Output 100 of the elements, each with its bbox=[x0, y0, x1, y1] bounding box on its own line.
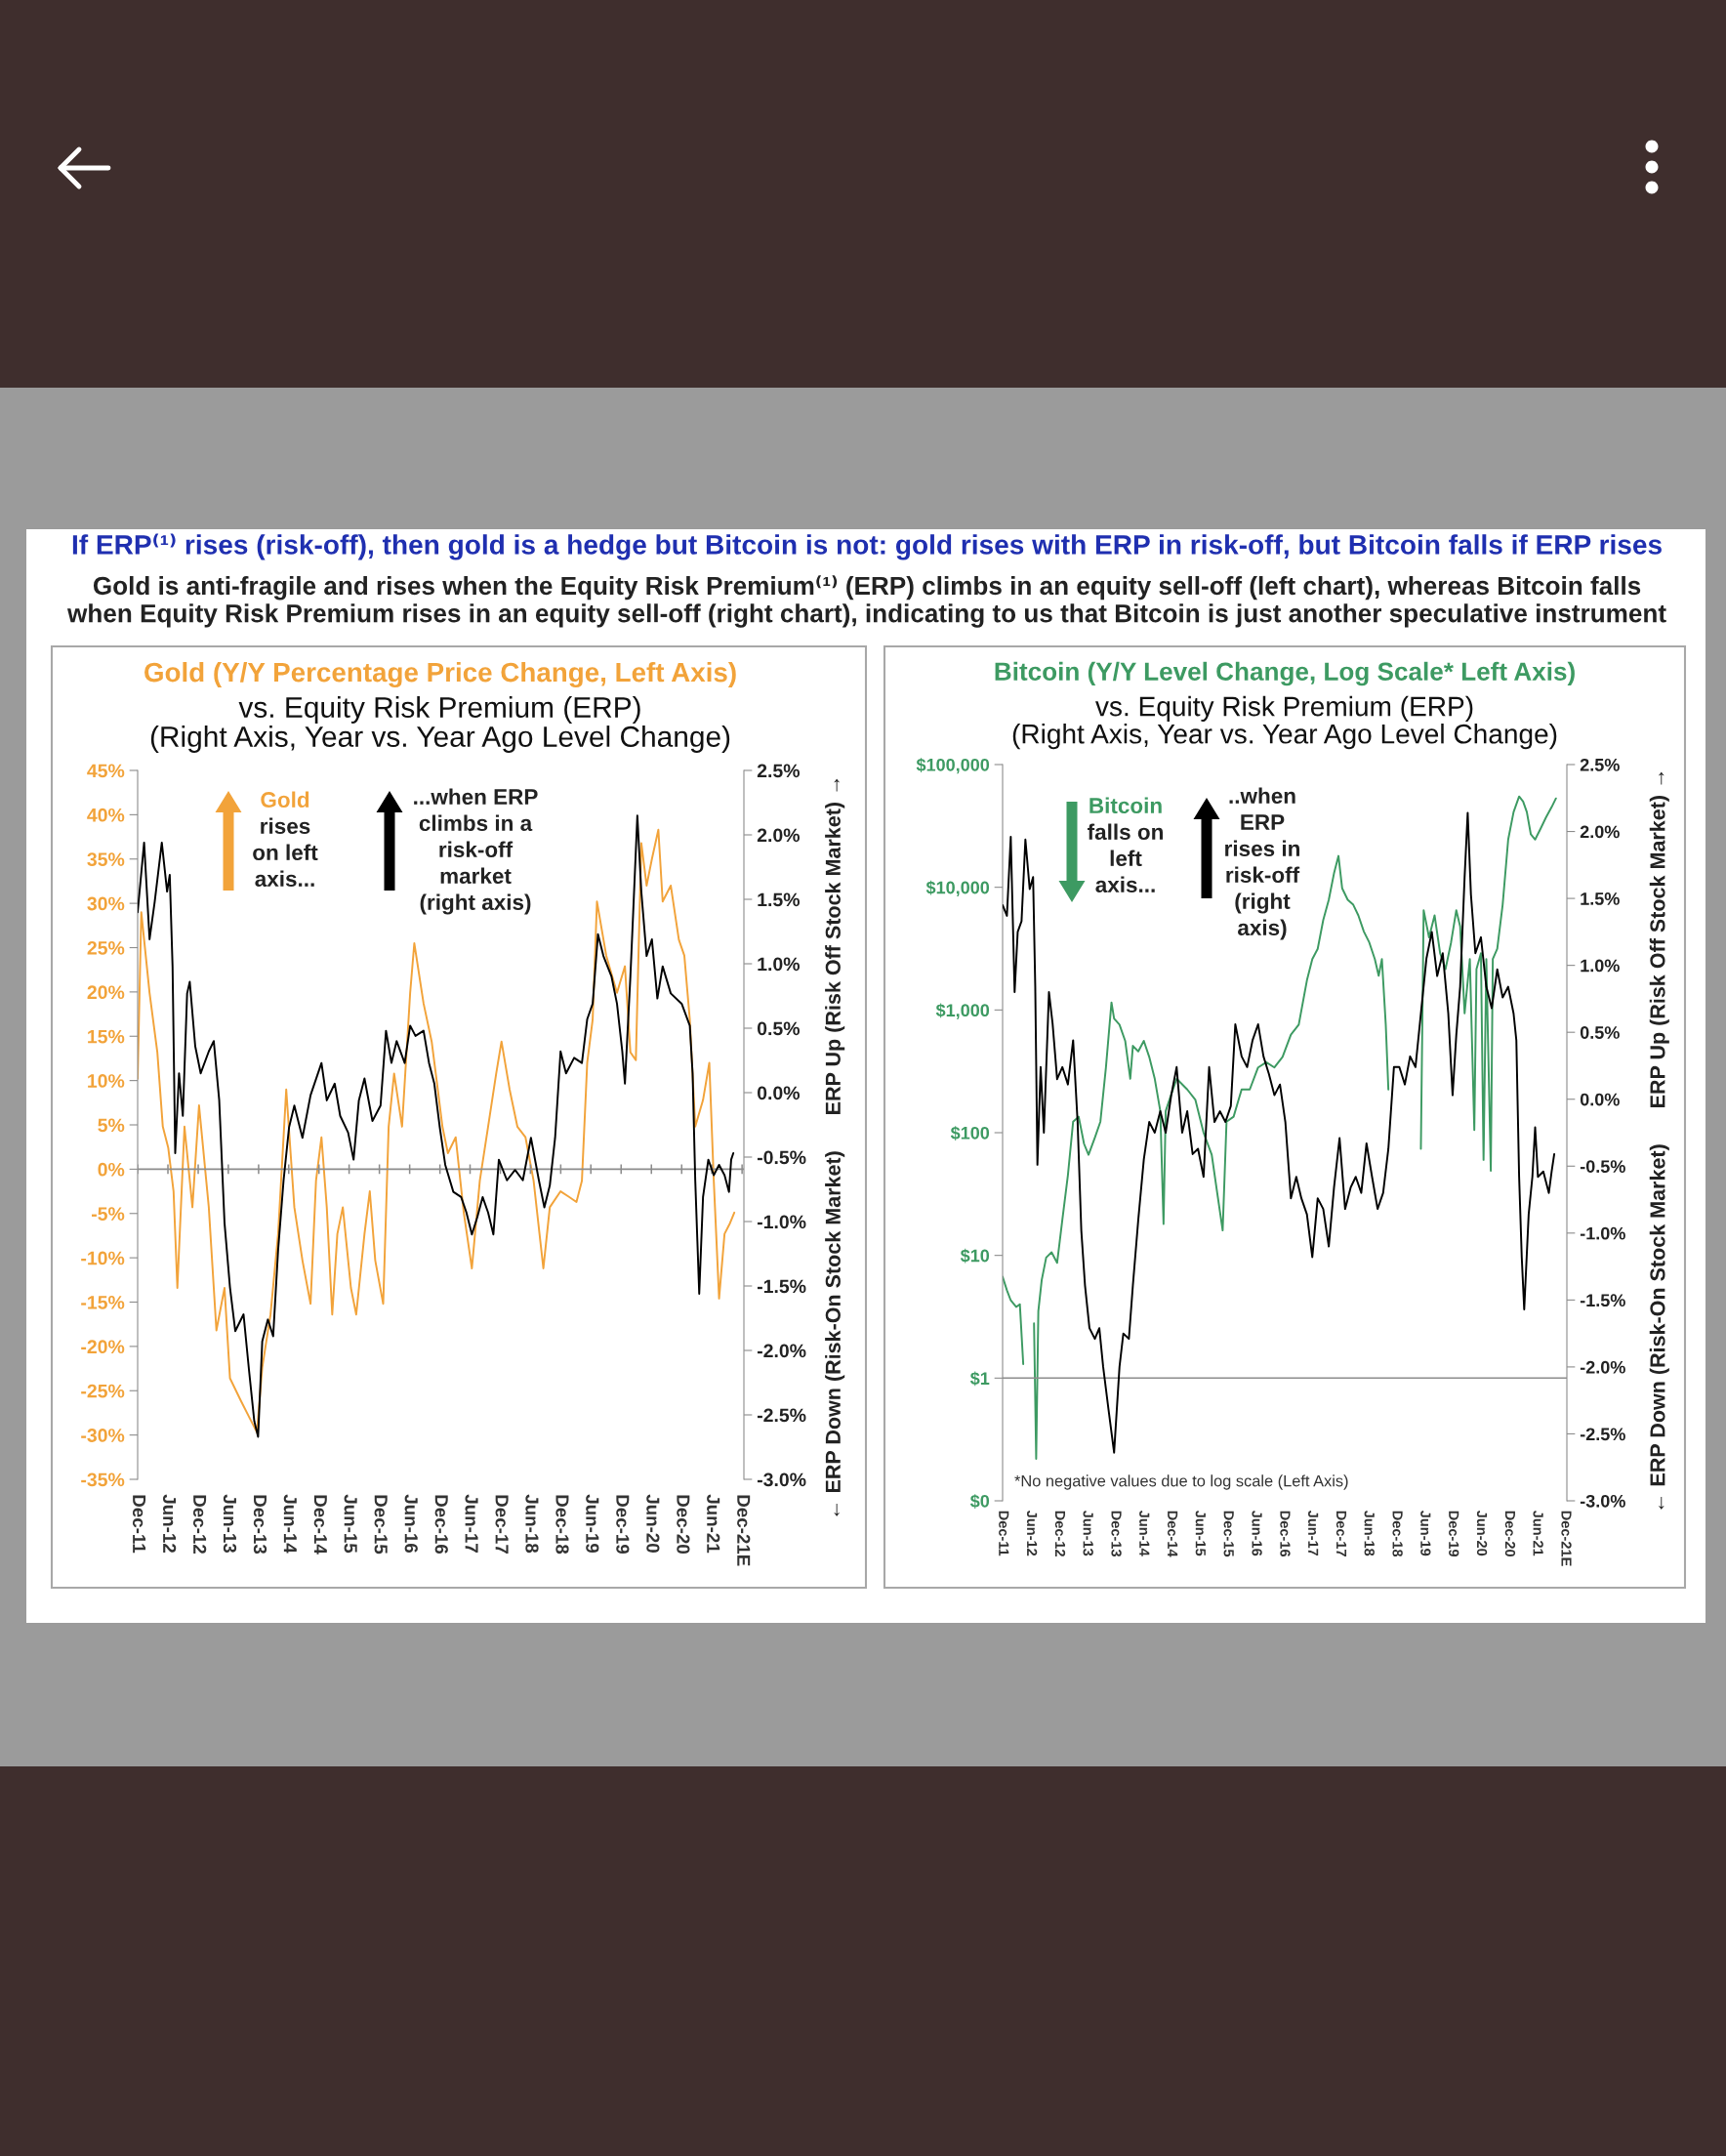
x-tick-label: Jun-17 bbox=[465, 1494, 478, 1553]
annotation: ..when ERP rises in risk-off (right axis) bbox=[1225, 787, 1300, 940]
y2-tick-label: -2.0% bbox=[1580, 1360, 1625, 1374]
y2-tick-label: 2.5% bbox=[757, 764, 800, 778]
y-tick-label: $10 bbox=[960, 1248, 990, 1264]
x-tick-label: Dec-16 bbox=[434, 1495, 448, 1555]
x-tick-label: Dec-17 bbox=[1336, 1511, 1347, 1556]
x-tick-label: Jun-16 bbox=[1252, 1510, 1262, 1556]
y-tick-label: -5% bbox=[91, 1207, 125, 1221]
x-tick-label: Dec-21E bbox=[1561, 1511, 1572, 1566]
x-tick-label: Jun-20 bbox=[646, 1494, 660, 1553]
x-tick-label: Dec-11 bbox=[999, 1511, 1009, 1556]
y2-tick-label: -3.0% bbox=[757, 1472, 806, 1487]
x-tick-label: Jun-16 bbox=[404, 1494, 418, 1554]
y2-tick-label: 0.0% bbox=[1580, 1093, 1620, 1106]
y2-tick-label: -0.5% bbox=[757, 1150, 806, 1165]
y2-axis-title: ← ERP Down (Risk-On Stock Market) ERP Up (Risk Off Stock Market) → bbox=[1649, 771, 1669, 1510]
x-tick-label: Dec-19 bbox=[1449, 1511, 1459, 1557]
x-tick-label: Jun-13 bbox=[223, 1494, 237, 1554]
x-tick-label: Jun-21 bbox=[1533, 1510, 1543, 1556]
y-tick-label: 5% bbox=[98, 1118, 125, 1133]
y2-tick-label: 1.5% bbox=[1581, 892, 1620, 905]
chart-title: Bitcoin (Y/Y Level Change, Log Scale* Left Axis) bbox=[995, 661, 1575, 686]
y-tick-label: $10,000 bbox=[925, 880, 990, 896]
y2-tick-label: -3.0% bbox=[1580, 1494, 1625, 1508]
y2-tick-label: 0.5% bbox=[1580, 1026, 1620, 1039]
x-tick-label: Dec-20 bbox=[1504, 1511, 1516, 1556]
annotation: Gold rises on left axis... bbox=[253, 791, 318, 888]
y2-tick-label: 0.5% bbox=[757, 1021, 800, 1036]
x-tick-label: Jun-12 bbox=[162, 1494, 177, 1553]
x-tick-label: Jun-19 bbox=[1420, 1510, 1431, 1556]
x-tick-label: Dec-12 bbox=[1054, 1511, 1066, 1556]
y-tick-label: $100 bbox=[950, 1126, 990, 1140]
x-tick-label: Dec-14 bbox=[1167, 1511, 1178, 1557]
y2-tick-label: -2.0% bbox=[757, 1344, 806, 1358]
x-tick-label: Dec-13 bbox=[1111, 1511, 1122, 1557]
x-tick-label: Dec-19 bbox=[616, 1495, 630, 1555]
y-tick-label: $1 bbox=[969, 1371, 990, 1387]
x-tick-label: Jun-13 bbox=[1083, 1510, 1093, 1556]
y-tick-label: 15% bbox=[88, 1029, 125, 1044]
y-tick-label: $1,000 bbox=[935, 1003, 990, 1019]
x-tick-label: Jun-15 bbox=[1195, 1510, 1206, 1556]
text: Gold is anti-fragile and rises when the Equity Risk Premium⁽¹⁾ (ERP) climbs in an equity sell-off (left chart), whereas Bitcoin falls when Equity Risk Premium rises in an equity sell-off (right chart), indicating to us that Bitcoin is just another speculative instrument bbox=[66, 575, 1666, 628]
x-tick-label: Jun-19 bbox=[586, 1494, 599, 1554]
x-tick-label: Dec-17 bbox=[495, 1495, 509, 1554]
x-tick-label: Jun-17 bbox=[1308, 1510, 1319, 1556]
x-tick-label: Dec-18 bbox=[555, 1495, 569, 1555]
y2-tick-label: -1.0% bbox=[1580, 1226, 1625, 1240]
x-tick-label: Jun-20 bbox=[1476, 1510, 1488, 1556]
y-tick-label: 0% bbox=[98, 1162, 125, 1177]
y-tick-label: 40% bbox=[87, 808, 125, 822]
x-tick-label: Dec-13 bbox=[253, 1495, 267, 1555]
x-tick-label: Jun-14 bbox=[1139, 1510, 1150, 1556]
x-tick-label: Dec-11 bbox=[132, 1495, 146, 1554]
y2-tick-label: 2.5% bbox=[1580, 758, 1620, 771]
x-tick-label: Jun-18 bbox=[1364, 1510, 1375, 1556]
y2-tick-label: -1.0% bbox=[757, 1215, 806, 1229]
chart-subtitle: vs. Equity Risk Premium (ERP) (Right Axis, Year vs. Year Ago Level Change) bbox=[150, 696, 730, 753]
text: If ERP⁽¹⁾ rises (risk-off), then gold is a hedge but Bitcoin is not: gold rises with ERP in risk-off, but Bitcoin falls if ERP rises bbox=[72, 533, 1662, 560]
y2-tick-label: 1.5% bbox=[758, 892, 800, 907]
y2-tick-label: -2.5% bbox=[1580, 1428, 1625, 1441]
chart-title: Gold (Y/Y Percentage Price Change, Left Axis) bbox=[144, 661, 736, 688]
y-tick-label: -10% bbox=[81, 1251, 125, 1265]
x-tick-label: Jun-15 bbox=[344, 1494, 357, 1554]
y2-axis-title: ← ERP Down (Risk-On Stock Market) ERP Up (Risk Off Stock Market) → bbox=[825, 778, 845, 1516]
y-tick-label: 25% bbox=[87, 940, 125, 955]
y-tick-label: -35% bbox=[81, 1472, 125, 1487]
y-tick-label: $100,000 bbox=[916, 758, 990, 774]
y2-tick-label: 2.0% bbox=[1580, 825, 1620, 839]
y-tick-label: 35% bbox=[87, 852, 125, 867]
x-tick-label: Jun-14 bbox=[283, 1494, 297, 1554]
annotation: Bitcoin falls on left axis... bbox=[1088, 797, 1163, 893]
y-tick-label: 45% bbox=[87, 764, 125, 778]
y-tick-label: -25% bbox=[81, 1384, 125, 1398]
x-tick-label: Dec-20 bbox=[677, 1495, 690, 1555]
y2-tick-label: -2.5% bbox=[757, 1408, 806, 1423]
x-tick-label: Jun-18 bbox=[525, 1494, 539, 1554]
x-tick-label: Dec-12 bbox=[193, 1495, 207, 1555]
x-tick-label: Jun-21 bbox=[707, 1494, 720, 1554]
x-tick-label: Dec-15 bbox=[374, 1495, 388, 1555]
chart-subtitle: vs. Equity Risk Premium (ERP) (Right Axis, Year vs. Year Ago Level Change) bbox=[1012, 695, 1557, 750]
y2-tick-label: 1.0% bbox=[758, 957, 800, 972]
y2-tick-label: -1.5% bbox=[1580, 1294, 1625, 1307]
y-tick-label: 10% bbox=[88, 1074, 125, 1088]
y2-tick-label: 2.0% bbox=[757, 828, 800, 843]
y-tick-label: 30% bbox=[87, 896, 125, 911]
y-tick-label: -15% bbox=[81, 1296, 125, 1309]
y2-tick-label: 1.0% bbox=[1581, 959, 1620, 973]
annotation: ...when ERP climbs in a risk-off market (right axis) bbox=[414, 788, 538, 915]
y-tick-label: -30% bbox=[81, 1429, 125, 1442]
x-tick-label: Dec-14 bbox=[313, 1495, 327, 1555]
x-tick-label: Dec-16 bbox=[1280, 1511, 1291, 1557]
y2-tick-label: -0.5% bbox=[1580, 1160, 1625, 1173]
y-tick-label: $0 bbox=[969, 1494, 990, 1509]
y2-tick-label: -1.5% bbox=[757, 1279, 806, 1294]
annotation: *No negative values due to log scale (Left Axis) bbox=[1014, 1474, 1348, 1490]
y-tick-label: -20% bbox=[81, 1340, 125, 1354]
x-tick-label: Jun-12 bbox=[1026, 1510, 1038, 1556]
y-tick-label: 20% bbox=[87, 985, 125, 1000]
x-tick-label: Dec-18 bbox=[1392, 1511, 1403, 1557]
